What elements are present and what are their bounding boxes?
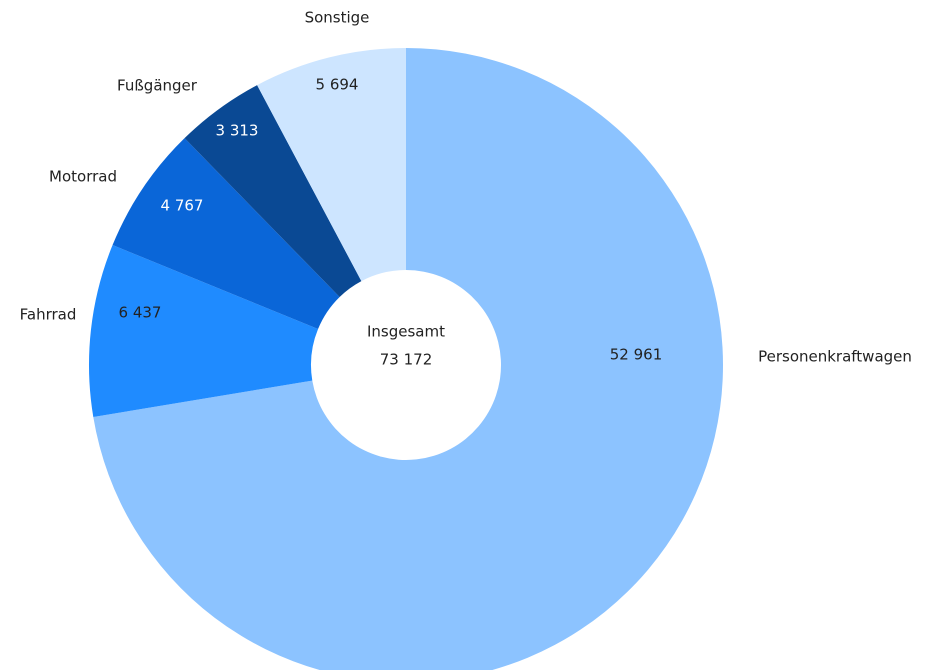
donut-slice [257, 48, 406, 282]
donut-slice [93, 48, 723, 670]
value-label: 5 694 [316, 76, 359, 94]
category-label: Sonstige [305, 9, 370, 27]
donut-slice [184, 85, 362, 298]
category-label: Personenkraftwagen [758, 348, 912, 366]
value-label: 52 961 [610, 346, 663, 364]
donut-slice [89, 245, 319, 417]
category-label: Fahrrad [20, 306, 77, 324]
center-total: 73 172 [380, 351, 433, 369]
center-text: Insgesamt [367, 323, 445, 341]
category-label: Motorrad [49, 168, 117, 186]
category-label: Fußgänger [117, 77, 198, 95]
donut-slice [112, 138, 340, 330]
value-label: 4 767 [161, 197, 204, 215]
value-label: 6 437 [119, 304, 162, 322]
value-label: 3 313 [216, 122, 259, 140]
